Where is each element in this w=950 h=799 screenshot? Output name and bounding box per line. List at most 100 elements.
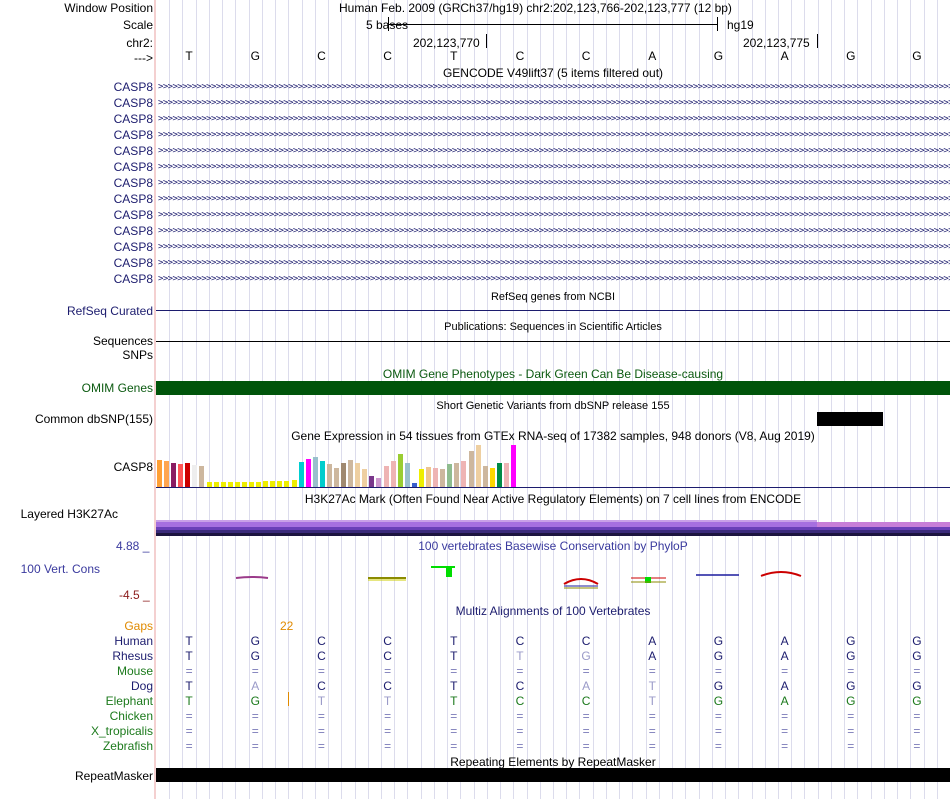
gencode-transcript[interactable]: >>>>>>>>>>>>>>>>>>>>>>>>>>>>>>>>>>>>>>>>… — [158, 226, 950, 236]
gtex-tissue-bar[interactable] — [426, 467, 432, 487]
gtex-tissue-bar[interactable] — [489, 468, 495, 487]
gencode-track-label[interactable]: CASP8 — [113, 80, 153, 94]
gtex-tissue-bar[interactable] — [475, 445, 481, 487]
gencode-track-label[interactable]: CASP8 — [113, 144, 153, 158]
gencode-transcript[interactable]: >>>>>>>>>>>>>>>>>>>>>>>>>>>>>>>>>>>>>>>>… — [158, 194, 950, 204]
gtex-tissue-bar[interactable] — [305, 459, 311, 487]
gtex-tissue-bar[interactable] — [362, 469, 368, 487]
gtex-tissue-bar[interactable] — [171, 463, 177, 487]
species-label[interactable]: Mouse — [116, 664, 153, 678]
gtex-tissue-bar[interactable] — [376, 478, 382, 487]
gtex-tissue-bar[interactable] — [220, 482, 226, 487]
dbsnp-variant[interactable] — [817, 412, 883, 426]
repeatmasker-bar[interactable] — [156, 768, 950, 782]
phylop-plot[interactable] — [156, 555, 950, 595]
omim-bar[interactable] — [156, 381, 950, 395]
species-label[interactable]: X_tropicalis — [90, 724, 153, 738]
publications-line[interactable] — [156, 341, 950, 342]
repeatmasker-label[interactable]: RepeatMasker — [74, 769, 153, 783]
sequences-label[interactable]: Sequences — [92, 334, 153, 348]
gtex-tissue-bar[interactable] — [270, 481, 276, 487]
gencode-transcript[interactable]: >>>>>>>>>>>>>>>>>>>>>>>>>>>>>>>>>>>>>>>>… — [158, 114, 950, 124]
omim-label[interactable]: OMIM Genes — [81, 381, 153, 395]
gtex-tissue-bar[interactable] — [482, 466, 488, 487]
gencode-track-label[interactable]: CASP8 — [113, 240, 153, 254]
species-label[interactable]: Rhesus — [112, 649, 153, 663]
species-label[interactable]: Elephant — [105, 694, 153, 708]
gencode-title[interactable]: GENCODE V49lift37 (5 items filtered out) — [442, 66, 664, 80]
gtex-tissue-bar[interactable] — [298, 462, 304, 487]
gtex-tissue-bar[interactable] — [312, 457, 318, 487]
gencode-track-label[interactable]: CASP8 — [113, 112, 153, 126]
refseq-label[interactable]: RefSeq Curated — [66, 304, 153, 318]
h3k27ac-title[interactable]: H3K27Ac Mark (Often Found Near Active Re… — [304, 492, 802, 506]
gtex-tissue-bar[interactable] — [206, 482, 212, 487]
gtex-tissue-bar[interactable] — [418, 469, 424, 487]
gencode-transcript[interactable]: >>>>>>>>>>>>>>>>>>>>>>>>>>>>>>>>>>>>>>>>… — [158, 210, 950, 220]
h3k27ac-signal[interactable] — [156, 520, 950, 536]
species-label[interactable]: Human — [114, 634, 153, 648]
gtex-tissue-bar[interactable] — [263, 481, 269, 487]
species-label[interactable]: Chicken — [109, 709, 153, 723]
gtex-tissue-bar[interactable] — [178, 464, 184, 487]
gtex-tissue-bar[interactable] — [383, 466, 389, 487]
gaps-label[interactable]: Gaps — [124, 619, 153, 633]
refseq-title[interactable]: RefSeq genes from NCBI — [490, 291, 616, 303]
gencode-track-label[interactable]: CASP8 — [113, 224, 153, 238]
gencode-track-label[interactable]: CASP8 — [113, 128, 153, 142]
species-label[interactable]: Dog — [130, 679, 153, 693]
species-label[interactable]: Zebrafish — [102, 739, 153, 753]
gtex-tissue-bar[interactable] — [213, 482, 219, 487]
gtex-tissue-bar[interactable] — [348, 460, 354, 487]
gtex-tissue-bar[interactable] — [249, 482, 255, 487]
gencode-track-label[interactable]: CASP8 — [113, 176, 153, 190]
gtex-tissue-bar[interactable] — [355, 463, 361, 487]
gtex-tissue-bar[interactable] — [319, 461, 325, 487]
gtex-tissue-bar[interactable] — [468, 451, 474, 487]
gencode-track-label[interactable]: CASP8 — [113, 192, 153, 206]
gtex-tissue-bar[interactable] — [461, 461, 467, 487]
gtex-tissue-bar[interactable] — [411, 483, 417, 487]
gtex-tissue-bar[interactable] — [440, 469, 446, 487]
gencode-transcript[interactable]: >>>>>>>>>>>>>>>>>>>>>>>>>>>>>>>>>>>>>>>>… — [158, 178, 950, 188]
gencode-transcript[interactable]: >>>>>>>>>>>>>>>>>>>>>>>>>>>>>>>>>>>>>>>>… — [158, 162, 950, 172]
gencode-track-label[interactable]: CASP8 — [113, 256, 153, 270]
gencode-track-label[interactable]: CASP8 — [113, 160, 153, 174]
gtex-tissue-bar[interactable] — [241, 482, 247, 487]
gtex-label[interactable]: CASP8 — [113, 460, 153, 474]
repeatmasker-title[interactable]: Repeating Elements by RepeatMasker — [450, 755, 656, 769]
publications-title[interactable]: Publications: Sequences in Scientific Ar… — [444, 321, 662, 333]
multiz-title[interactable]: Multiz Alignments of 100 Vertebrates — [455, 604, 651, 618]
gtex-tissue-bar[interactable] — [503, 463, 509, 487]
gencode-transcript[interactable]: >>>>>>>>>>>>>>>>>>>>>>>>>>>>>>>>>>>>>>>>… — [158, 274, 950, 284]
gtex-tissue-bar[interactable] — [234, 482, 240, 487]
gtex-tissue-bar[interactable] — [326, 464, 332, 487]
gencode-transcript[interactable]: >>>>>>>>>>>>>>>>>>>>>>>>>>>>>>>>>>>>>>>>… — [158, 98, 950, 108]
gtex-tissue-bar[interactable] — [454, 463, 460, 487]
gencode-transcript[interactable]: >>>>>>>>>>>>>>>>>>>>>>>>>>>>>>>>>>>>>>>>… — [158, 130, 950, 140]
gtex-tissue-bar[interactable] — [277, 481, 283, 487]
gencode-transcript[interactable]: >>>>>>>>>>>>>>>>>>>>>>>>>>>>>>>>>>>>>>>>… — [158, 146, 950, 156]
omim-title[interactable]: OMIM Gene Phenotypes - Dark Green Can Be… — [382, 367, 724, 381]
gencode-track-label[interactable]: CASP8 — [113, 272, 153, 286]
gtex-tissue-bar[interactable] — [496, 463, 502, 487]
gencode-transcript[interactable]: >>>>>>>>>>>>>>>>>>>>>>>>>>>>>>>>>>>>>>>>… — [158, 82, 950, 92]
refseq-line[interactable] — [156, 310, 950, 311]
gtex-tissue-bar[interactable] — [157, 460, 162, 487]
phylop-title[interactable]: 100 vertebrates Basewise Conservation by… — [418, 539, 688, 553]
gtex-tissue-bar[interactable] — [433, 468, 439, 487]
gtex-tissue-bar[interactable] — [199, 466, 205, 487]
gtex-tissue-bar[interactable] — [334, 468, 339, 487]
gencode-transcript[interactable]: >>>>>>>>>>>>>>>>>>>>>>>>>>>>>>>>>>>>>>>>… — [158, 242, 950, 252]
gtex-tissue-bar[interactable] — [511, 445, 516, 487]
gencode-track-label[interactable]: CASP8 — [113, 208, 153, 222]
gtex-tissue-bar[interactable] — [369, 476, 375, 487]
gtex-tissue-bar[interactable] — [404, 463, 410, 487]
gtex-tissue-bar[interactable] — [397, 454, 403, 487]
dbsnp-label[interactable]: Common dbSNP(155) — [34, 412, 153, 426]
gtex-tissue-bar[interactable] — [341, 463, 347, 487]
gtex-tissue-bar[interactable] — [291, 480, 297, 487]
gencode-track-label[interactable]: CASP8 — [113, 96, 153, 110]
snps-label[interactable]: SNPs — [122, 348, 153, 362]
dbsnp-title[interactable]: Short Genetic Variants from dbSNP releas… — [436, 400, 670, 412]
